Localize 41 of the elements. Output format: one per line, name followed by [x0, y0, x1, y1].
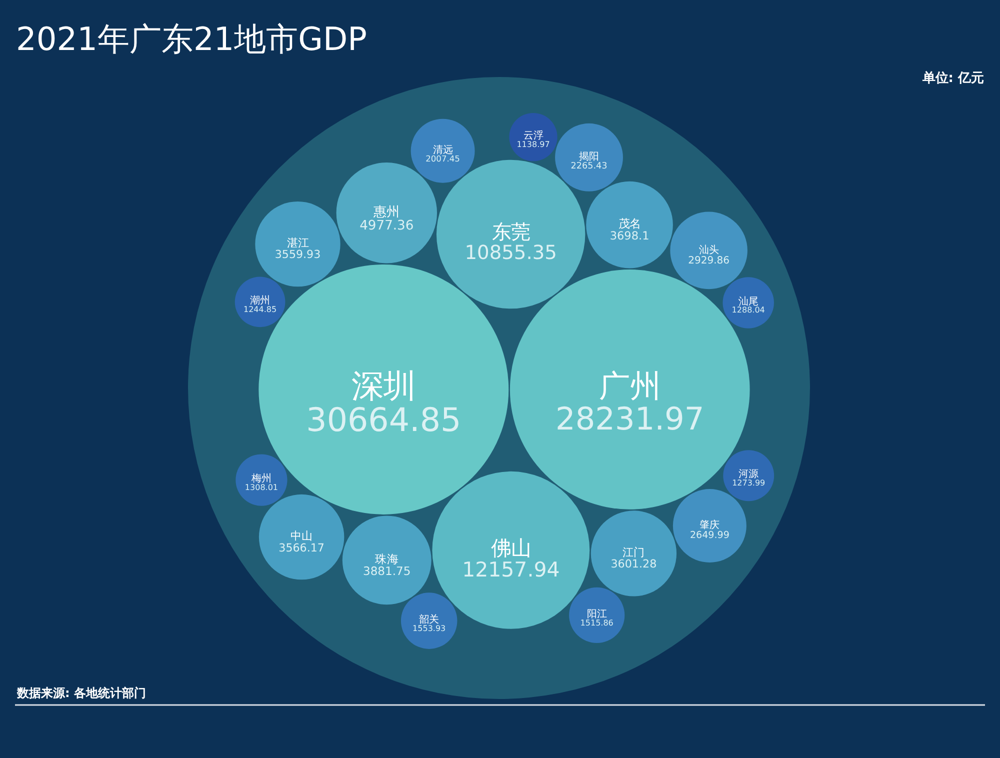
category-label: 梅州: [250, 472, 272, 485]
data-label: 1553.93: [412, 624, 446, 633]
data-label: 1244.85: [244, 304, 277, 314]
category-label: 东莞: [492, 220, 530, 244]
data-label: 3698.1: [610, 229, 650, 242]
data-label: 2265.43: [570, 162, 608, 172]
data-label: 10855.35: [464, 241, 557, 264]
data-label: 3881.75: [362, 564, 411, 578]
data-label: 1288.04: [732, 306, 765, 315]
data-label: 1308.01: [244, 482, 278, 492]
category-label: 肇庆: [700, 518, 720, 531]
category-label: 茂名: [618, 217, 641, 230]
data-label: 2649.99: [690, 530, 730, 541]
text: 单位: 亿元: [921, 70, 984, 86]
data-label: 12157.94: [462, 557, 560, 582]
data-label: 3566.17: [278, 541, 324, 554]
category-label: 汕尾: [738, 295, 758, 308]
data-label: 2929.86: [688, 255, 730, 266]
data-label: 3601.28: [610, 558, 657, 571]
category-label: 汕头: [698, 244, 719, 256]
text: 2021年广东21地市GDP: [16, 20, 367, 58]
data-label: 3559.93: [274, 248, 321, 262]
category-label: 惠州: [372, 204, 400, 220]
category-label: 珠海: [374, 552, 399, 566]
category-label: 揭阳: [579, 150, 600, 162]
category-label: 韶关: [419, 614, 440, 626]
category-label: 中山: [290, 530, 313, 543]
category-label: 江门: [622, 546, 645, 560]
category-label: 云浮: [523, 130, 544, 142]
category-label: 湛江: [286, 236, 309, 250]
data-label: 4977.36: [360, 218, 414, 234]
data-label: 1273.99: [732, 478, 766, 488]
data-label: 2007.45: [426, 154, 460, 164]
data-label: 1515.86: [580, 618, 614, 628]
category-label: 阳江: [586, 608, 607, 620]
category-label: 佛山: [490, 536, 531, 560]
source-note: 数据来源: 各地统计部门: [16, 686, 146, 700]
category-label: 潮州: [250, 294, 270, 306]
category-label: 清远: [432, 144, 453, 156]
data-label: 1138.97: [516, 140, 550, 149]
category-label: 河源: [738, 468, 759, 480]
